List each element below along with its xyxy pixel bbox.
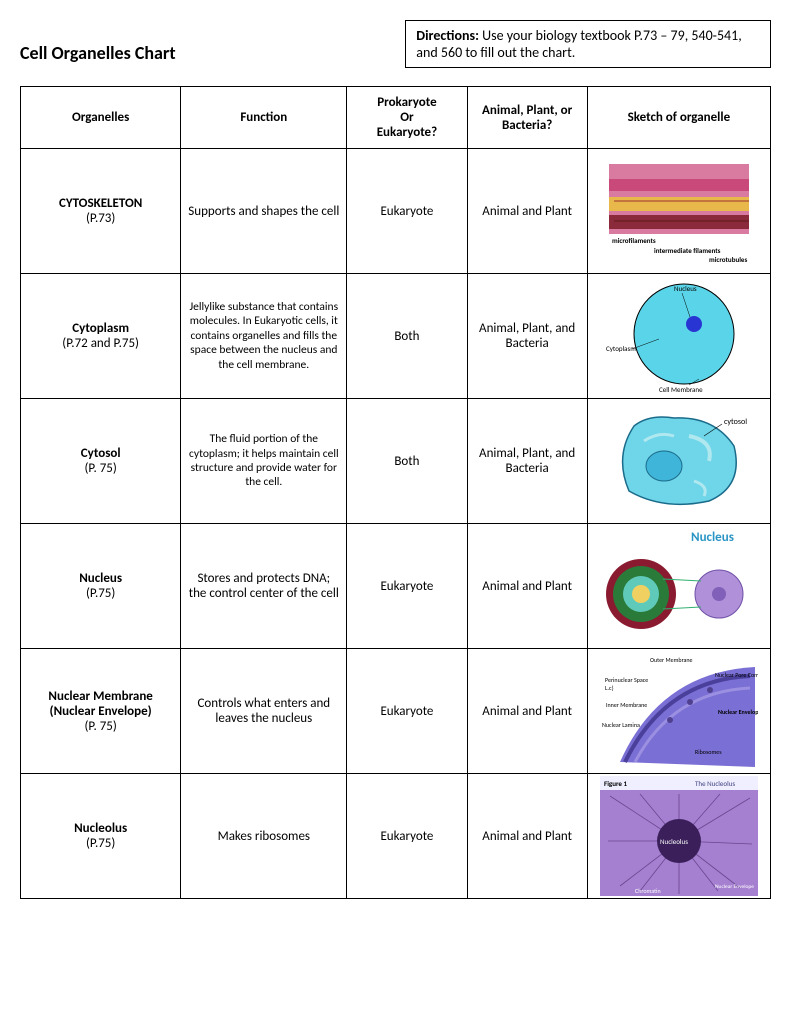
directions-label: Directions: xyxy=(416,27,479,44)
sketch-cell: Nucleus Cytoplasm Cell Membrane xyxy=(587,274,770,399)
svg-text:Outer Membrane: Outer Membrane xyxy=(650,656,693,664)
organelle-name: Cytosol xyxy=(27,446,174,461)
svg-text:cytosol: cytosol xyxy=(724,417,747,427)
organelle-page: (P. 75) xyxy=(27,719,174,734)
svg-text:Nuclear Lamina: Nuclear Lamina xyxy=(602,721,640,729)
svg-text:Nucleolus: Nucleolus xyxy=(660,837,688,846)
organelles-table: Organelles Function Prokaryote Or Eukary… xyxy=(20,86,771,899)
sketch-cell: microfilaments intermediate filaments mi… xyxy=(587,149,770,274)
table-body: CYTOSKELETON (P.73) Supports and shapes … xyxy=(21,149,771,899)
organelle-page: (P.72 and P.75) xyxy=(27,336,174,351)
table-row: Cytoplasm (P.72 and P.75) Jellylike subs… xyxy=(21,274,771,399)
nuclear-membrane-sketch-icon: Outer Membrane Perinuclear Space L.c} In… xyxy=(600,652,758,770)
header-row: Cell Organelles Chart Directions: Use yo… xyxy=(20,20,771,68)
sketch-cell: Outer Membrane Perinuclear Space L.c} In… xyxy=(587,649,770,774)
kingdom-cell: Animal, Plant, and Bacteria xyxy=(467,274,587,399)
celltype-cell: Eukaryote xyxy=(347,649,467,774)
organelle-page: (P.75) xyxy=(27,586,174,601)
svg-text:Cell Membrane: Cell Membrane xyxy=(659,385,703,394)
sketch-cell: Nucleus xyxy=(587,524,770,649)
svg-text:Nuclear Envelope Anatomy: Nuclear Envelope Anatomy xyxy=(718,708,758,716)
function-cell: Controls what enters and leaves the nucl… xyxy=(181,649,347,774)
header-sketch: Sketch of organelle xyxy=(587,87,770,149)
svg-text:Cytoplasm: Cytoplasm xyxy=(606,344,636,353)
header-prokaryote: Prokaryote Or Eukaryote? xyxy=(347,87,467,149)
cytoskeleton-sketch-icon: microfilaments intermediate filaments mi… xyxy=(604,159,754,264)
svg-text:L.c}: L.c} xyxy=(605,684,614,692)
kingdom-cell: Animal and Plant xyxy=(467,149,587,274)
organelle-page: (P.75) xyxy=(27,836,174,851)
svg-text:Chromatin: Chromatin xyxy=(635,887,661,895)
organelle-cell: CYTOSKELETON (P.73) xyxy=(21,149,181,274)
function-cell: Supports and shapes the cell xyxy=(181,149,347,274)
svg-text:Inner Membrane: Inner Membrane xyxy=(606,701,647,709)
svg-text:Perinuclear Space: Perinuclear Space xyxy=(605,676,648,684)
celltype-cell: Both xyxy=(347,399,467,524)
function-cell: Stores and protects DNA; the control cen… xyxy=(181,524,347,649)
svg-text:intermediate filaments: intermediate filaments xyxy=(654,246,721,255)
organelle-cell: Nuclear Membrane (Nuclear Envelope) (P. … xyxy=(21,649,181,774)
svg-text:Nucleus: Nucleus xyxy=(674,284,697,293)
cytoplasm-sketch-icon: Nucleus Cytoplasm Cell Membrane xyxy=(604,279,754,394)
svg-text:The Nucleolus: The Nucleolus xyxy=(695,779,735,788)
header-function: Function xyxy=(181,87,347,149)
celltype-cell: Eukaryote xyxy=(347,149,467,274)
sketch-cell: cytosol xyxy=(587,399,770,524)
celltype-cell: Eukaryote xyxy=(347,774,467,899)
svg-text:microtubules: microtubules xyxy=(709,255,747,264)
organelle-name: Nucleus xyxy=(27,571,174,586)
organelle-cell: Nucleus (P.75) xyxy=(21,524,181,649)
header-kingdom: Animal, Plant, or Bacteria? xyxy=(467,87,587,149)
organelle-name: Cytoplasm xyxy=(27,321,174,336)
celltype-cell: Eukaryote xyxy=(347,524,467,649)
function-cell: Jellylike substance that contains molecu… xyxy=(181,274,347,399)
svg-text:Nuclear Envelope: Nuclear Envelope xyxy=(715,884,754,890)
table-row: Nuclear Membrane (Nuclear Envelope) (P. … xyxy=(21,649,771,774)
table-row: Nucleolus (P.75) Makes ribosomes Eukaryo… xyxy=(21,774,771,899)
svg-text:Nucleus: Nucleus xyxy=(691,530,734,545)
organelle-page: (P. 75) xyxy=(27,461,174,476)
cytosol-sketch-icon: cytosol xyxy=(604,406,754,516)
organelle-cell: Cytoplasm (P.72 and P.75) xyxy=(21,274,181,399)
table-row: Nucleus (P.75) Stores and protects DNA; … xyxy=(21,524,771,649)
organelle-name: Nuclear Membrane (Nuclear Envelope) xyxy=(27,689,174,719)
svg-text:Nuclear Pore Complex: Nuclear Pore Complex xyxy=(715,671,758,679)
organelle-cell: Cytosol (P. 75) xyxy=(21,399,181,524)
table-row: CYTOSKELETON (P.73) Supports and shapes … xyxy=(21,149,771,274)
kingdom-cell: Animal, Plant, and Bacteria xyxy=(467,399,587,524)
table-header-row: Organelles Function Prokaryote Or Eukary… xyxy=(21,87,771,149)
function-cell: The fluid portion of the cytoplasm; it h… xyxy=(181,399,347,524)
table-row: Cytosol (P. 75) The fluid portion of the… xyxy=(21,399,771,524)
function-cell: Makes ribosomes xyxy=(181,774,347,899)
organelle-page: (P.73) xyxy=(27,211,174,226)
organelle-name: CYTOSKELETON xyxy=(27,196,174,211)
svg-text:Ribosomes: Ribosomes xyxy=(695,748,722,756)
organelle-cell: Nucleolus (P.75) xyxy=(21,774,181,899)
organelle-name: Nucleolus xyxy=(27,821,174,836)
svg-text:Figure 1: Figure 1 xyxy=(604,779,628,788)
page-title: Cell Organelles Chart xyxy=(20,20,395,64)
kingdom-cell: Animal and Plant xyxy=(467,649,587,774)
header-organelles: Organelles xyxy=(21,87,181,149)
nucleus-sketch-icon: Nucleus xyxy=(601,529,756,644)
directions-box: Directions: Use your biology textbook P.… xyxy=(405,20,771,68)
nucleolus-sketch-icon: Figure 1 The Nucleolus Nucleolus Chromat… xyxy=(600,776,758,896)
kingdom-cell: Animal and Plant xyxy=(467,524,587,649)
kingdom-cell: Animal and Plant xyxy=(467,774,587,899)
svg-text:microfilaments: microfilaments xyxy=(612,236,656,245)
sketch-cell: Figure 1 The Nucleolus Nucleolus Chromat… xyxy=(587,774,770,899)
celltype-cell: Both xyxy=(347,274,467,399)
